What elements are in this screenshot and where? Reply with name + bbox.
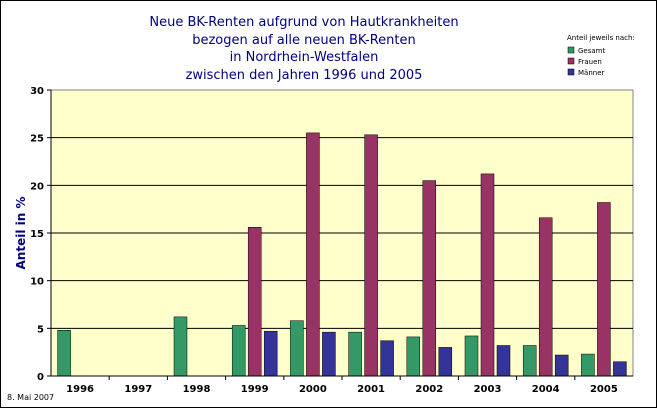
bar-frauen-2005 <box>597 202 611 377</box>
legend: Anteil jeweils nach: Gesamt Frauen Männer <box>567 34 635 77</box>
axes: 0 5 10 15 20 25 30 1996 1997 1998 1999 2000 2001 2002… <box>30 86 633 395</box>
x-tick-label: 2000 <box>299 384 327 395</box>
bar-gesamt-2002 <box>406 336 421 377</box>
legend-entries: Gesamt Frauen Männer <box>567 46 605 77</box>
x-tick-label: 2001 <box>357 384 385 395</box>
bar-frauen-2004 <box>538 217 553 377</box>
x-tick-label: 2004 <box>532 384 560 395</box>
chart-title: Neue BK-Renten aufgrund von Hautkrankhei… <box>149 15 458 83</box>
bar-gesamt-2004 <box>522 345 537 377</box>
bar-männer-2005 <box>613 361 627 377</box>
title-line-3: in Nordrhein-Westfalen <box>230 50 379 65</box>
bar-frauen-2002 <box>422 180 437 377</box>
x-tick-label: 1998 <box>183 384 211 395</box>
x-tick-label: 1997 <box>124 384 152 395</box>
y-axis-label: Anteil in % <box>14 197 28 270</box>
bar-männer-2000 <box>322 331 336 377</box>
legend-swatch-gesamt <box>567 46 575 54</box>
date-footnote: 8. Mai 2007 <box>7 393 54 402</box>
bar-frauen-2003 <box>480 173 495 377</box>
bar-frauen-2000 <box>306 132 320 377</box>
title-line-1: Neue BK-Renten aufgrund von Hautkrankhei… <box>149 15 458 30</box>
y-tick-label: 25 <box>30 134 44 145</box>
legend-title: Anteil jeweils nach: <box>567 34 635 42</box>
bar-gesamt-1998 <box>173 316 188 377</box>
legend-swatch-frauen <box>567 57 575 65</box>
y-tick-label: 10 <box>30 277 44 288</box>
bar-gesamt-2005 <box>581 353 595 377</box>
x-tick-label: 1996 <box>66 384 94 395</box>
bar-gesamt-1999 <box>231 325 246 377</box>
y-tick-label: 30 <box>30 86 44 97</box>
y-tick-label: 20 <box>30 181 44 192</box>
y-tick-label: 15 <box>30 229 44 240</box>
title-line-2: bezogen auf alle neuen BK-Renten <box>192 33 416 48</box>
bar-frauen-1999 <box>247 227 262 377</box>
bar-männer-2003 <box>496 345 511 377</box>
x-tick-label: 2003 <box>474 384 502 395</box>
y-tick-label: 5 <box>37 324 44 335</box>
x-tick-label: 2002 <box>415 384 443 395</box>
legend-label-männer: Männer <box>578 69 605 77</box>
x-tick-label: 1999 <box>241 384 269 395</box>
legend-label-frauen: Frauen <box>578 58 602 66</box>
grid-lines <box>51 137 633 329</box>
bar-männer-2004 <box>554 354 569 377</box>
bars <box>57 132 627 377</box>
bar-gesamt-1996 <box>57 329 71 377</box>
bar-männer-1999 <box>263 330 278 377</box>
bar-männer-2001 <box>380 340 394 377</box>
bar-gesamt-2000 <box>290 320 304 377</box>
legend-label-gesamt: Gesamt <box>578 47 605 55</box>
y-tick-label: 0 <box>37 372 44 383</box>
bar-gesamt-2003 <box>464 335 479 377</box>
bar-frauen-2001 <box>364 134 378 377</box>
legend-swatch-männer <box>567 68 575 76</box>
bar-gesamt-2001 <box>348 331 362 377</box>
bar-männer-2002 <box>438 347 453 377</box>
x-tick-label: 2005 <box>590 384 618 395</box>
title-line-4: zwischen den Jahren 1996 und 2005 <box>186 68 423 83</box>
